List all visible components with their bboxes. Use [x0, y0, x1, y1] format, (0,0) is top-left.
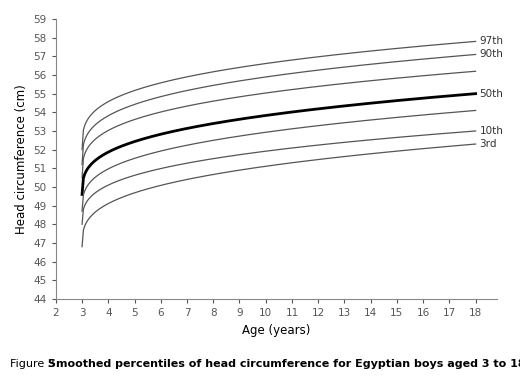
Text: 50th: 50th [479, 89, 503, 99]
Text: 10th: 10th [479, 126, 503, 136]
Text: Figure 3: Figure 3 [10, 359, 59, 369]
Text: Smoothed percentiles of head circumference for Egyptian boys aged 3 to 18 years: Smoothed percentiles of head circumferen… [48, 359, 520, 369]
X-axis label: Age (years): Age (years) [242, 324, 310, 336]
Text: 3rd: 3rd [479, 139, 497, 149]
Text: 90th: 90th [479, 50, 503, 59]
Text: 97th: 97th [479, 36, 503, 46]
Y-axis label: Head circumference (cm): Head circumference (cm) [15, 84, 28, 234]
